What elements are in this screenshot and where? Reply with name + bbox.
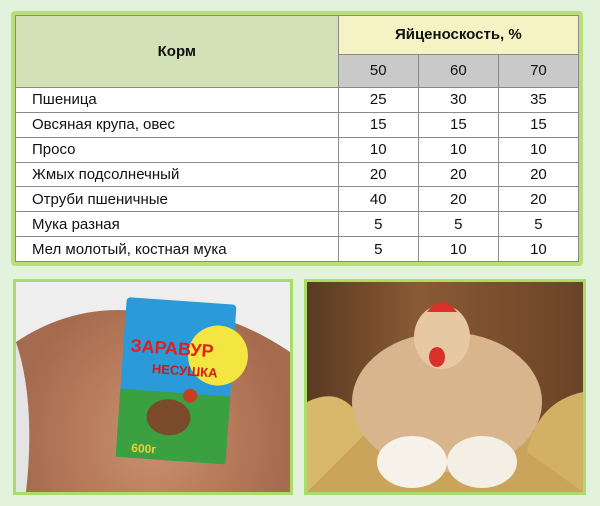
yield-level: 50 (337, 53, 419, 89)
feed-percent: 20 (417, 186, 499, 213)
table-row: Мел молотый, костная мука 5 10 10 (15, 236, 580, 262)
yield-level: 70 (497, 53, 580, 89)
header-yield: Яйценоскость, % (337, 15, 580, 55)
feed-percent: 20 (417, 161, 499, 188)
feed-percent: 20 (337, 161, 419, 188)
feed-table: Корм Яйценоскость, % 50 60 70 Пшеница 25 3… (15, 14, 580, 262)
table-row: Просо 10 10 10 (15, 136, 580, 163)
feed-bag-photo: ЗАРАВУР НЕСУШКА 600г (13, 279, 293, 495)
table-row: Пшеница 25 30 35 (15, 87, 580, 113)
yield-level: 60 (417, 53, 499, 89)
feed-percent: 15 (497, 111, 580, 138)
hen-photo (304, 279, 586, 495)
feed-percent: 15 (417, 111, 499, 138)
feed-percent: 35 (497, 87, 580, 113)
feed-percent: 30 (417, 87, 499, 113)
feed-name: Мел молотый, костная мука (15, 236, 339, 262)
feed-percent: 5 (337, 236, 419, 262)
feed-percent: 10 (497, 236, 580, 262)
bag-product: НЕСУШКА (151, 361, 218, 381)
table-row: Жмых подсолнечный 20 20 20 (15, 161, 580, 188)
feed-percent: 10 (417, 236, 499, 262)
feed-percent: 10 (497, 136, 580, 163)
feed-bag: ЗАРАВУР НЕСУШКА 600г (115, 297, 248, 465)
feed-percent: 25 (337, 87, 419, 113)
table-row: Мука разная 5 5 5 (15, 211, 580, 238)
table-row: Отруби пшеничные 40 20 20 (15, 186, 580, 213)
feed-name: Пшеница (15, 87, 339, 113)
feed-percent: 5 (337, 211, 419, 238)
table-row: Овсяная крупа, овес 15 15 15 (15, 111, 580, 138)
feed-percent: 5 (417, 211, 499, 238)
feed-percent: 10 (417, 136, 499, 163)
feed-name: Мука разная (15, 211, 339, 238)
feed-percent: 20 (497, 161, 580, 188)
header-feed: Корм (15, 14, 339, 89)
feed-percent: 20 (497, 186, 580, 213)
feed-table-panel: Корм Яйценоскость, % 50 60 70 Пшеница 25 3… (11, 11, 583, 266)
feed-name: Жмых подсолнечный (15, 161, 339, 188)
feed-name: Просо (15, 136, 339, 163)
feed-percent: 15 (337, 111, 419, 138)
feed-percent: 10 (337, 136, 419, 163)
feed-percent: 40 (337, 186, 419, 213)
feed-name: Отруби пшеничные (15, 186, 339, 213)
bag-weight: 600г (131, 441, 157, 457)
feed-name: Овсяная крупа, овес (15, 111, 339, 138)
feed-percent: 5 (497, 211, 580, 238)
